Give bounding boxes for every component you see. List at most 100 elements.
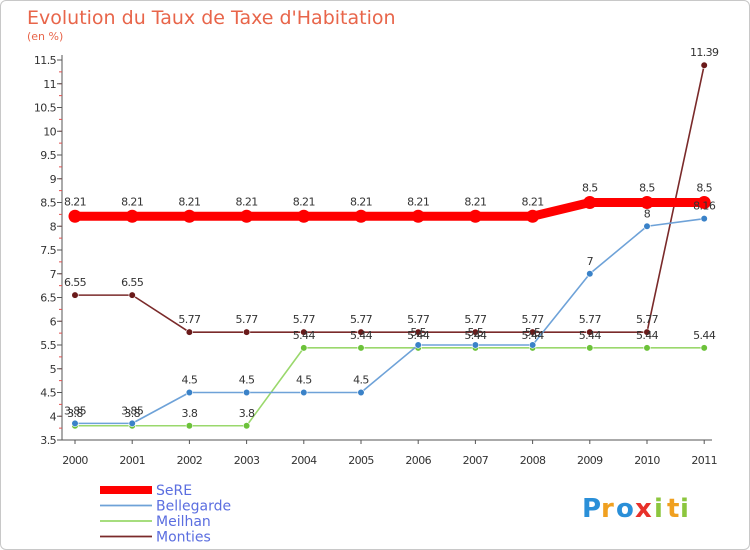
- y-tick-label: 4.5: [40, 387, 56, 400]
- point-sere: [182, 209, 196, 223]
- legend-label-meilhan: Meilhan: [156, 514, 211, 530]
- data-label-sere: 8.21: [522, 195, 544, 208]
- x-tick-label: 2008: [520, 454, 546, 467]
- data-label-meilhan: 5.44: [693, 329, 716, 342]
- data-label-sere: 8.5: [639, 182, 655, 195]
- legend-label-monties: Monties: [156, 530, 211, 546]
- x-tick-label: 2004: [291, 454, 317, 467]
- point-meilhan: [700, 344, 708, 352]
- data-label-bellegarde: 4.5: [182, 374, 198, 387]
- data-label-monties: 5.77: [464, 313, 487, 326]
- y-tick-label: 8.5: [40, 197, 56, 210]
- point-monties: [71, 291, 79, 299]
- point-sere: [583, 196, 597, 209]
- point-bellegarde: [700, 215, 708, 223]
- series-meilhan: [71, 344, 708, 430]
- data-label-bellegarde: 5.5: [410, 326, 426, 339]
- y-tick-label: 11.5: [34, 54, 57, 67]
- point-bellegarde: [471, 341, 480, 349]
- point-sere: [526, 209, 540, 223]
- point-monties: [528, 328, 537, 336]
- data-label-bellegarde: 3.85: [64, 404, 87, 417]
- data-label-bellegarde: 3.85: [121, 404, 144, 417]
- point-sere: [468, 209, 482, 223]
- x-tick-label: 2005: [348, 454, 374, 467]
- point-meilhan: [643, 344, 651, 352]
- point-monties: [643, 328, 651, 336]
- data-label-monties: 5.77: [178, 313, 201, 326]
- point-monties: [414, 328, 422, 336]
- y-tick-label: 5: [50, 363, 57, 376]
- y-tick-label: 3.5: [40, 434, 56, 447]
- data-label-monties: 5.77: [636, 313, 659, 326]
- data-label-monties: 6.55: [121, 276, 144, 289]
- point-monties: [128, 291, 136, 299]
- point-sere: [240, 209, 254, 223]
- y-tick-label: 9: [50, 173, 57, 186]
- x-tick-label: 2006: [405, 454, 431, 467]
- logo-letter: P: [582, 494, 601, 524]
- point-meilhan: [185, 422, 193, 430]
- point-monties: [243, 328, 251, 336]
- data-label-meilhan: 5.44: [293, 329, 316, 342]
- data-label-monties: 5.77: [407, 313, 430, 326]
- data-label-sere: 8.21: [178, 195, 200, 208]
- point-sere: [297, 209, 311, 223]
- data-label-bellegarde: 4.5: [353, 374, 369, 387]
- series-monties: [71, 61, 708, 336]
- point-meilhan: [357, 344, 365, 352]
- data-label-meilhan: 5.44: [407, 329, 430, 342]
- logo-letter: i: [680, 494, 689, 524]
- data-label-monties: 5.77: [350, 313, 373, 326]
- y-tick-label: 7: [50, 268, 57, 281]
- point-bellegarde: [414, 341, 422, 349]
- x-tick-label: 2000: [62, 454, 88, 467]
- series-bellegarde: [71, 215, 708, 427]
- data-labels: 8.21 8.21 8.21 8.21 8.21 8.21 8.21 8.21 8.21 8.5 8…: [64, 46, 720, 420]
- point-meilhan: [300, 344, 308, 352]
- legend-label-bellegarde: Bellegarde: [156, 499, 231, 515]
- y-tick-label: 8: [50, 220, 57, 233]
- data-label-meilhan: 3.8: [124, 407, 140, 420]
- data-label-sere: 8.5: [696, 182, 712, 195]
- y-tick-label: 5.5: [40, 339, 56, 352]
- point-monties: [471, 328, 480, 336]
- point-bellegarde: [357, 388, 365, 397]
- y-tick-label: 6: [50, 315, 57, 328]
- point-monties: [185, 328, 193, 336]
- point-bellegarde: [643, 222, 651, 230]
- y-tick-label: 4: [50, 410, 57, 423]
- logo-letter: t: [667, 494, 679, 524]
- legend-label-sere: SeRE: [156, 483, 192, 499]
- logo-letter: x: [635, 494, 652, 524]
- data-label-sere: 8.21: [121, 195, 143, 208]
- series-line-meilhan: [74, 347, 706, 427]
- data-label-monties: 5.77: [236, 313, 259, 326]
- point-bellegarde: [528, 341, 537, 349]
- data-label-meilhan: 3.8: [182, 407, 198, 420]
- point-monties: [357, 328, 365, 336]
- point-bellegarde: [243, 388, 251, 397]
- data-label-monties: 5.77: [293, 313, 316, 326]
- data-label-sere: 8.21: [350, 195, 372, 208]
- y-tick-label: 9.5: [40, 149, 56, 162]
- series-sere: [68, 196, 711, 223]
- point-sere: [697, 196, 711, 209]
- y-tick-label: 6.5: [40, 292, 56, 305]
- data-label-sere: 8.21: [407, 195, 429, 208]
- data-label-monties: 5.77: [579, 313, 602, 326]
- data-label-meilhan: 5.44: [522, 329, 545, 342]
- data-label-bellegarde: 4.5: [296, 374, 312, 387]
- data-label-monties: 5.77: [522, 313, 545, 326]
- data-label-sere: 8.21: [64, 195, 86, 208]
- point-monties: [300, 328, 308, 336]
- x-tick-label: 2009: [577, 454, 603, 467]
- data-label-bellegarde: 4.5: [239, 374, 255, 387]
- point-bellegarde: [185, 388, 193, 397]
- point-sere: [68, 209, 82, 223]
- data-label-sere: 8.5: [582, 182, 598, 195]
- series-line-bellegarde: [74, 217, 706, 425]
